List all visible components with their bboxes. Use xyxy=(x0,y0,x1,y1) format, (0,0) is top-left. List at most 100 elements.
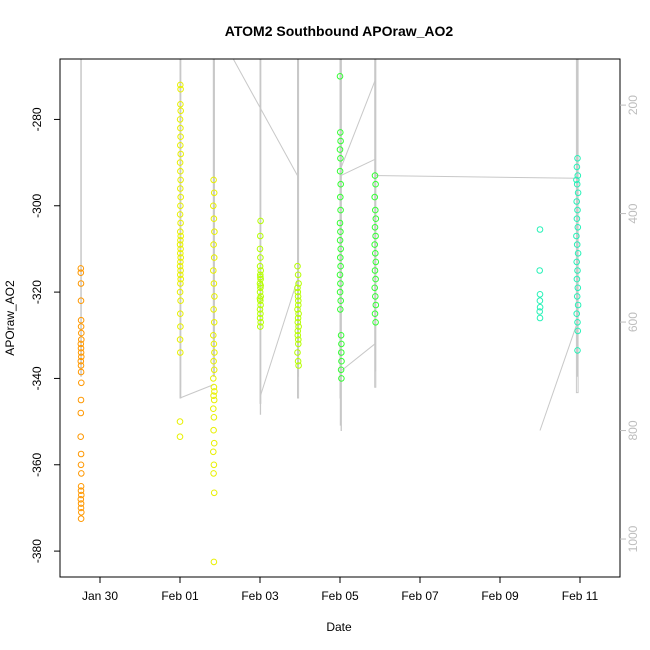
data-point xyxy=(294,319,302,326)
data-point xyxy=(210,332,217,339)
data-point xyxy=(210,383,218,391)
data-point xyxy=(210,357,217,365)
data-point xyxy=(371,267,379,274)
data-point xyxy=(574,267,581,274)
data-point xyxy=(337,366,345,374)
data-point xyxy=(78,353,85,361)
data-point xyxy=(256,314,264,322)
y-tick-label: -280 xyxy=(30,107,44,131)
data-point xyxy=(177,258,184,266)
data-point xyxy=(177,142,184,149)
data-point xyxy=(371,284,379,292)
data-point xyxy=(372,232,379,240)
data-point xyxy=(77,461,85,469)
y-tick-label: -340 xyxy=(30,366,44,390)
data-point xyxy=(294,288,302,296)
data-point xyxy=(372,215,380,222)
data-point xyxy=(177,167,184,175)
data-point xyxy=(336,271,344,279)
data-point xyxy=(371,193,379,201)
data-point xyxy=(338,357,345,365)
data-point xyxy=(574,224,582,231)
data-point xyxy=(177,232,184,240)
data-point xyxy=(77,487,85,495)
data-point xyxy=(257,254,264,261)
data-point xyxy=(210,439,218,447)
data-point xyxy=(257,275,264,283)
data-point xyxy=(211,228,218,235)
data-point xyxy=(372,258,380,266)
data-point xyxy=(337,297,345,305)
data-point xyxy=(257,282,264,289)
y2-tick-label: 400 xyxy=(626,203,640,223)
data-point xyxy=(176,262,184,270)
data-points xyxy=(77,73,582,566)
data-point xyxy=(210,405,217,413)
profile-line xyxy=(80,59,82,377)
data-point xyxy=(257,319,265,326)
data-point xyxy=(337,262,344,270)
data-point xyxy=(77,433,84,441)
data-point xyxy=(336,237,344,244)
data-point xyxy=(573,310,581,318)
data-point xyxy=(77,368,85,376)
data-point xyxy=(573,176,580,184)
data-point xyxy=(256,262,264,270)
data-point xyxy=(257,217,264,225)
data-point xyxy=(210,470,217,477)
data-point xyxy=(574,327,582,335)
data-point xyxy=(210,340,218,348)
data-point xyxy=(338,375,345,382)
y-axis-label: APOraw_AO2 xyxy=(3,280,17,356)
data-point xyxy=(573,232,580,240)
y-tick-label: -320 xyxy=(30,280,44,304)
data-point xyxy=(210,189,218,197)
data-point xyxy=(210,241,217,248)
profile-lines xyxy=(80,58,579,431)
data-point xyxy=(257,271,264,279)
data-point xyxy=(177,124,184,132)
data-point xyxy=(294,262,301,270)
data-point xyxy=(337,193,344,201)
data-point xyxy=(177,176,184,184)
data-point xyxy=(337,180,345,188)
data-point xyxy=(336,146,344,153)
data-point xyxy=(336,288,344,296)
data-point xyxy=(372,250,379,257)
data-point xyxy=(372,319,379,326)
data-point xyxy=(337,254,344,261)
x-tick-label: Feb 05 xyxy=(321,589,359,603)
data-point xyxy=(294,271,302,279)
data-point xyxy=(337,155,344,162)
data-point xyxy=(210,215,218,222)
data-point xyxy=(210,176,217,184)
data-point xyxy=(177,271,184,279)
profile-line xyxy=(179,383,215,399)
data-point xyxy=(77,297,85,305)
y-tick-label: -380 xyxy=(30,539,44,563)
data-point xyxy=(294,349,301,356)
data-point xyxy=(337,280,344,287)
data-point xyxy=(78,329,85,337)
data-point xyxy=(210,202,217,210)
data-point xyxy=(573,275,581,283)
data-point xyxy=(337,332,345,339)
data-point xyxy=(177,228,184,235)
data-point xyxy=(78,470,85,477)
data-point xyxy=(574,155,581,162)
data-point xyxy=(337,137,344,145)
data-point xyxy=(336,167,344,175)
data-point xyxy=(294,314,302,322)
data-point xyxy=(338,340,345,348)
data-point xyxy=(176,288,184,296)
data-point xyxy=(77,265,85,272)
data-point xyxy=(77,483,85,490)
y2-tick-label: 200 xyxy=(626,95,640,115)
data-point xyxy=(210,489,218,497)
data-point xyxy=(177,275,184,283)
data-point xyxy=(210,396,218,404)
data-point xyxy=(177,323,184,330)
data-point xyxy=(336,219,344,227)
data-point xyxy=(574,189,582,197)
data-point xyxy=(256,288,264,296)
